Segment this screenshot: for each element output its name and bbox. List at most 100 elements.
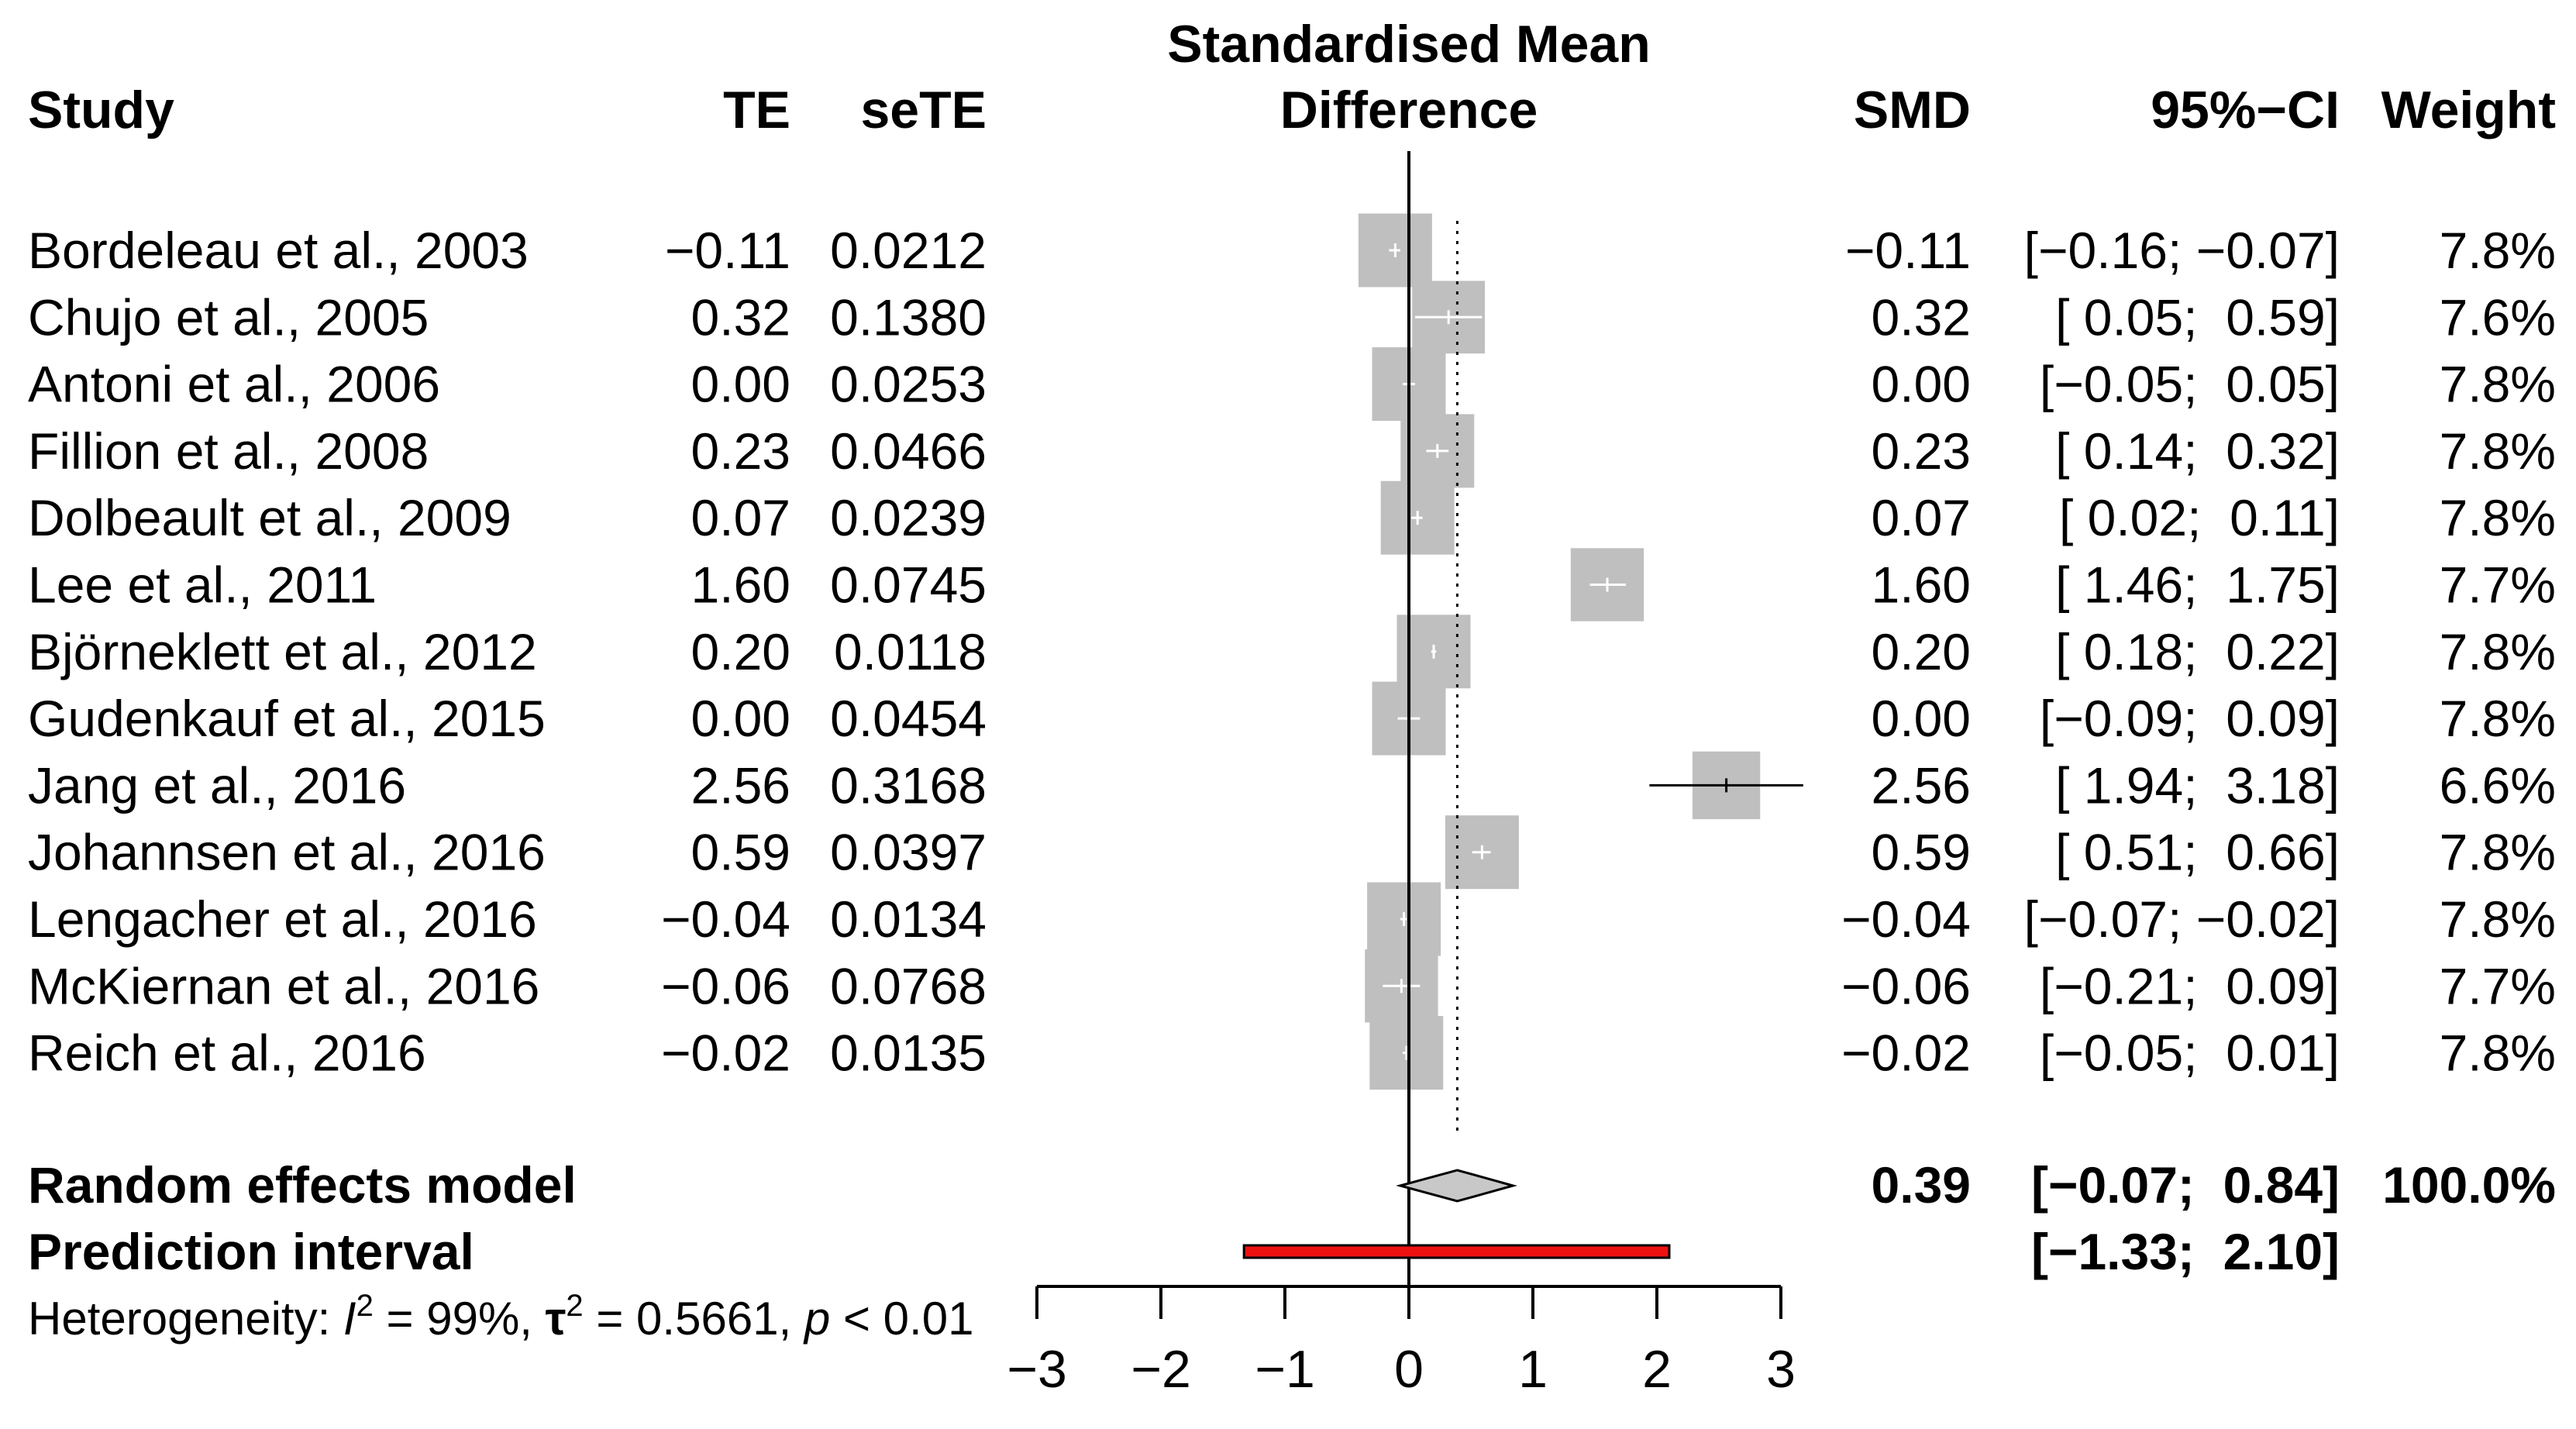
- study-ci: [−0.05; 0.01]: [2040, 1024, 2340, 1082]
- study-sete: 0.0466: [830, 422, 987, 480]
- study-smd: 0.59: [1872, 824, 1971, 881]
- study-sete: 0.0253: [830, 356, 987, 413]
- study-name: Dolbeault et al., 2009: [28, 489, 511, 546]
- p-value: < 0.01: [830, 1293, 973, 1345]
- random-effects-ci: [−0.07; 0.84]: [2031, 1156, 2340, 1214]
- study-smd: −0.02: [1841, 1024, 1971, 1082]
- study-te: 2.56: [691, 756, 790, 814]
- study-weight: 7.8%: [2440, 222, 2556, 279]
- study-ci: [−0.21; 0.09]: [2040, 957, 2340, 1014]
- study-weight: 7.8%: [2440, 690, 2556, 747]
- i2-superscript: 2: [356, 1289, 374, 1323]
- study-sete: 0.3168: [830, 756, 987, 814]
- study-weight: 7.6%: [2440, 288, 2556, 346]
- study-sete: 0.0118: [834, 623, 987, 680]
- study-name: Björneklett et al., 2012: [28, 623, 537, 680]
- study-smd: 0.00: [1872, 690, 1971, 747]
- study-te: −0.11: [665, 222, 790, 279]
- study-weight: 7.8%: [2440, 890, 2556, 948]
- study-ci: [−0.09; 0.09]: [2040, 690, 2340, 747]
- prediction-interval-ci: [−1.33; 2.10]: [2031, 1223, 2340, 1280]
- study-te: −0.06: [661, 957, 790, 1014]
- x-tick-label: −1: [1255, 1340, 1315, 1399]
- study-smd: 0.20: [1872, 623, 1971, 680]
- header-study: Study: [28, 81, 174, 139]
- random-effects-diamond: [1396, 1169, 1518, 1203]
- study-weight: 7.7%: [2440, 556, 2556, 614]
- study-sete: 0.0397: [830, 824, 987, 881]
- study-ci: [ 0.05; 0.59]: [2055, 288, 2340, 346]
- prediction-interval-bar: [1242, 1244, 1671, 1259]
- i2-symbol: I: [343, 1293, 356, 1345]
- heterogeneity-prefix: Heterogeneity:: [28, 1293, 343, 1345]
- study-te: 0.32: [691, 288, 790, 346]
- x-tick-label: −2: [1131, 1340, 1191, 1399]
- study-te: 0.00: [691, 356, 790, 413]
- x-tick-label: 2: [1642, 1340, 1672, 1399]
- study-name: Fillion et al., 2008: [28, 422, 429, 480]
- study-smd: 1.60: [1872, 556, 1971, 614]
- study-sete: 0.0134: [830, 890, 987, 948]
- header-ci: 95%−CI: [2151, 81, 2340, 139]
- p-symbol: p: [803, 1293, 830, 1345]
- tau-symbol: τ: [546, 1293, 567, 1345]
- study-sete: 0.0212: [830, 222, 987, 279]
- study-ci: [ 1.46; 1.75]: [2055, 556, 2340, 614]
- x-tick-label: 3: [1766, 1340, 1796, 1399]
- study-ci: [ 0.02; 0.11]: [2059, 489, 2340, 546]
- study-name: Gudenkauf et al., 2015: [28, 690, 546, 747]
- study-sete: 0.0135: [830, 1024, 987, 1082]
- header-sete: seTE: [860, 81, 987, 139]
- header-smd: SMD: [1854, 81, 1971, 139]
- study-name: Bordeleau et al., 2003: [28, 222, 529, 279]
- study-ci: [−0.07; −0.02]: [2024, 890, 2340, 948]
- study-ci: [−0.16; −0.07]: [2024, 222, 2340, 279]
- study-smd: 0.07: [1872, 489, 1971, 546]
- study-name: Lengacher et al., 2016: [28, 890, 537, 948]
- study-te: 0.23: [691, 422, 790, 480]
- plot-marks: −3 −2 −1 0 1 2 3: [1007, 151, 1803, 1399]
- study-name: Jang et al., 2016: [28, 756, 406, 814]
- random-effects-weight: 100.0%: [2382, 1156, 2556, 1214]
- random-effects-label: Random effects model: [28, 1156, 577, 1214]
- study-sete: 0.0745: [830, 556, 987, 614]
- study-ci: [−0.05; 0.05]: [2040, 356, 2340, 413]
- study-te: 0.20: [691, 623, 790, 680]
- study-weight: 7.8%: [2440, 356, 2556, 413]
- study-te: −0.04: [661, 890, 790, 948]
- study-te: 0.00: [691, 690, 790, 747]
- study-rows: Bordeleau et al., 2003 −0.11 0.0212 −0.11 [−…: [28, 222, 2556, 1082]
- study-te: 1.60: [691, 556, 790, 614]
- study-sete: 0.0768: [830, 957, 987, 1014]
- study-ci: [ 1.94; 3.18]: [2055, 756, 2340, 814]
- study-weight: 7.8%: [2440, 623, 2556, 680]
- study-weight: 7.8%: [2440, 422, 2556, 480]
- study-sete: 0.0454: [830, 690, 987, 747]
- header-weight: Weight: [2381, 81, 2556, 139]
- study-ci: [ 0.18; 0.22]: [2055, 623, 2340, 680]
- prediction-interval-label: Prediction interval: [28, 1223, 474, 1280]
- x-tick-label: 1: [1518, 1340, 1548, 1399]
- x-tick-label: −3: [1007, 1340, 1067, 1399]
- random-effects-smd: 0.39: [1872, 1156, 1971, 1214]
- study-weight: 7.8%: [2440, 489, 2556, 546]
- study-smd: 0.32: [1872, 288, 1971, 346]
- study-weight: 7.7%: [2440, 957, 2556, 1014]
- study-smd: 0.23: [1872, 422, 1971, 480]
- header-te: TE: [723, 81, 790, 139]
- study-weight: 6.6%: [2440, 756, 2556, 814]
- study-smd: −0.11: [1845, 222, 1971, 279]
- study-name: Reich et al., 2016: [28, 1024, 426, 1082]
- study-smd: −0.04: [1841, 890, 1971, 948]
- heterogeneity-text: Heterogeneity: I2 = 99%, τ2 = 0.5661, p …: [28, 1289, 973, 1345]
- study-name: Antoni et al., 2006: [28, 356, 440, 413]
- study-te: −0.02: [661, 1024, 790, 1082]
- study-name: McKiernan et al., 2016: [28, 957, 539, 1014]
- chart-title-line1: Standardised Mean: [1167, 15, 1651, 74]
- study-sete: 0.0239: [830, 489, 987, 546]
- study-name: Chujo et al., 2005: [28, 288, 429, 346]
- study-name: Lee et al., 2011: [28, 556, 377, 614]
- study-smd: 0.00: [1872, 356, 1971, 413]
- study-weight: 7.8%: [2440, 824, 2556, 881]
